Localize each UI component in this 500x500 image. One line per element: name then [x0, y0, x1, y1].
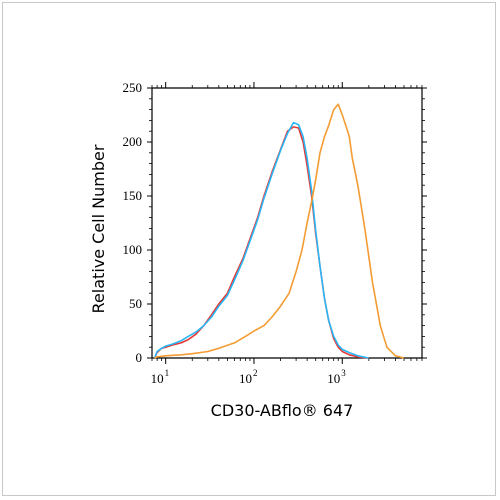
x-tick-exponent: 3 [341, 368, 346, 378]
y-axis-label: Relative Cell Number [89, 144, 108, 313]
x-tick-label: 10 [239, 371, 252, 386]
x-tick-label: 10 [327, 371, 340, 386]
x-axis-label: CD30-ABflo® 647 [211, 401, 354, 420]
y-tick-label: 250 [123, 80, 143, 95]
x-tick-exponent: 1 [165, 368, 170, 378]
x-tick-label: 10 [151, 371, 164, 386]
x-ticks: 10 1 10 2 10 3 [151, 82, 423, 386]
histogram-series-3 [154, 103, 405, 359]
image-frame [2, 2, 496, 496]
x-tick-exponent: 2 [253, 368, 258, 378]
plot-area [151, 87, 423, 359]
y-ticks: 0 50 100 150 200 250 [123, 80, 427, 365]
y-tick-label: 0 [136, 350, 143, 365]
y-tick-label: 100 [123, 242, 143, 257]
series-layer [153, 103, 405, 359]
y-tick-label: 200 [123, 134, 143, 149]
histogram-series-1 [153, 126, 369, 359]
y-tick-label: 150 [123, 188, 143, 203]
histogram-series-2 [153, 121, 369, 359]
y-tick-label: 50 [129, 296, 142, 311]
